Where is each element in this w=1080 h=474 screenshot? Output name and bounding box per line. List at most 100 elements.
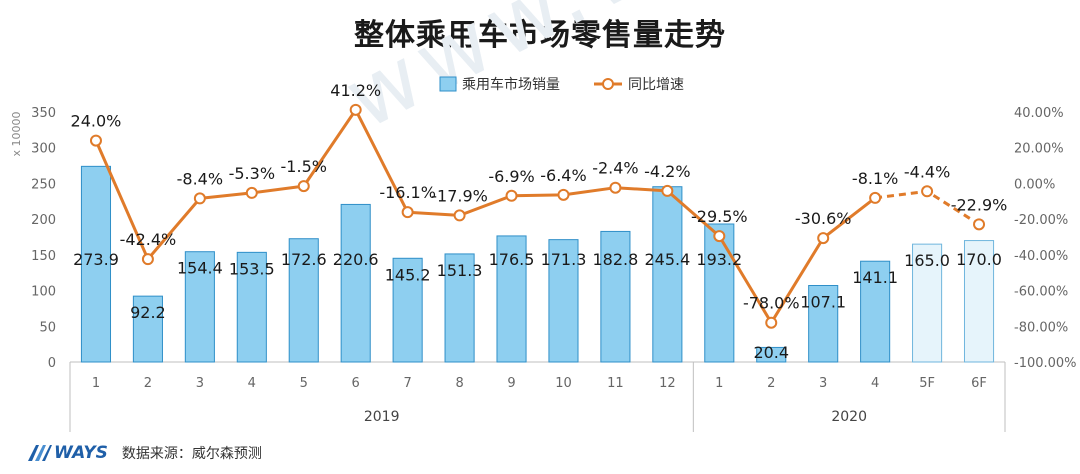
sales-data-label: 20.4 [753, 343, 789, 362]
ways-logo-icon [28, 445, 52, 461]
x-axis-tick-label: 4 [248, 376, 256, 391]
x-axis-tick-label: 5 [300, 376, 308, 391]
sales-data-label: 220.6 [333, 250, 379, 269]
sales-data-label: 273.9 [73, 250, 119, 269]
growth-data-label: -4.2% [644, 162, 690, 181]
growth-marker [609, 181, 622, 194]
x-axis-tick-label: 10 [555, 376, 572, 391]
sales-bar [808, 285, 839, 363]
x-axis-tick-label: 3 [819, 376, 827, 391]
data-source-text: 数据来源：威尔森预测 [121, 446, 262, 462]
growth-marker [557, 188, 570, 201]
sales-bar [756, 346, 787, 363]
sales-bar [236, 251, 267, 363]
sales-data-label: 92.2 [130, 303, 166, 322]
x-axis-tick-label: 6F [971, 376, 987, 391]
left-axis-tick-label: 200 [31, 213, 56, 228]
growth-marker [765, 316, 778, 329]
left-axis-tick-label: 250 [31, 177, 56, 192]
ways-logo: WAYS [26, 443, 108, 463]
sales-bar [444, 253, 475, 363]
growth-data-label: -6.9% [488, 167, 534, 186]
growth-marker [89, 134, 102, 147]
x-axis-tick-label: 6 [352, 376, 360, 391]
sales-bar [963, 240, 995, 363]
sales-bar [80, 165, 112, 363]
right-axis-tick-label: -40.00% [1014, 249, 1068, 264]
sales-data-label: 153.5 [229, 259, 275, 278]
right-axis-tick-label: -20.00% [1014, 213, 1068, 228]
sales-bar [548, 239, 579, 363]
chart-canvas: 0 50 100 150 200 250 300 350 x 10000 -100.00% -80.… [10, 76, 1077, 432]
growth-data-label: -16.1% [379, 183, 436, 202]
left-axis-unit-label: x 10000 [10, 111, 23, 156]
growth-data-label: -2.4% [592, 159, 638, 178]
x-axis-tick-label: 2 [767, 376, 775, 391]
growth-data-label: -22.9% [951, 195, 1008, 214]
growth-data-label: -29.5% [691, 207, 748, 226]
left-axis-tick-label: 50 [39, 320, 56, 335]
sales-bar [132, 295, 163, 363]
right-axis-tick-label: 0.00% [1014, 177, 1055, 192]
sales-bar [912, 243, 943, 363]
chart-title: 整体乘用车市场零售量走势 [354, 18, 726, 53]
source-footer: WAYS 数据来源：威尔森预测 [26, 440, 262, 466]
growth-marker [297, 180, 310, 193]
legend-line-marker [602, 78, 614, 90]
growth-marker [453, 209, 466, 222]
sales-bar [600, 230, 631, 363]
growth-marker [141, 253, 154, 266]
growth-marker [661, 184, 674, 197]
sales-bar [704, 223, 735, 363]
sales-data-label: 154.4 [177, 259, 223, 278]
left-axis-tick-label: 300 [31, 142, 56, 157]
sales-data-label: 176.5 [489, 250, 535, 269]
x-axis-tick-label: 1 [715, 376, 723, 391]
growth-marker [349, 103, 362, 116]
x-axis-tick-label: 11 [607, 376, 624, 391]
x-axis-year-label: 2020 [831, 409, 867, 425]
growth-data-label: -8.1% [852, 169, 898, 188]
growth-data-label: -6.4% [540, 166, 586, 185]
growth-marker [245, 186, 258, 199]
sales-bar [496, 235, 527, 363]
right-axis-tick-label: -60.00% [1014, 285, 1068, 300]
sales-data-label: 170.0 [956, 250, 1002, 269]
sales-data-label: 193.2 [696, 250, 742, 269]
growth-data-label: -17.9% [431, 186, 488, 205]
growth-marker [713, 230, 726, 243]
sales-bar [184, 251, 215, 363]
growth-data-label: -78.0% [743, 294, 800, 313]
x-axis-tick-label: 4 [871, 376, 879, 391]
x-axis-tick-label: 5F [919, 376, 935, 391]
sales-data-label: 165.0 [904, 251, 950, 270]
x-axis-tick-label: 2 [144, 376, 152, 391]
growth-marker [401, 206, 414, 219]
growth-marker [973, 218, 986, 231]
growth-data-label: -4.4% [904, 162, 950, 181]
x-axis-tick-label: 3 [196, 376, 204, 391]
sales-data-label: 151.3 [437, 261, 483, 280]
right-axis-tick-label: 40.00% [1014, 106, 1064, 121]
left-axis-tick-label: 150 [31, 249, 56, 264]
sales-bar [652, 186, 683, 363]
growth-data-label: -1.5% [281, 157, 327, 176]
growth-data-label: 24.0% [71, 112, 122, 131]
growth-data-label: -5.3% [229, 164, 275, 183]
growth-line [94, 108, 877, 325]
sales-data-label: 182.8 [593, 250, 639, 269]
x-axis-tick-label: 7 [403, 376, 411, 391]
growth-data-label: 41.2% [330, 81, 381, 100]
sales-data-label: 172.6 [281, 250, 327, 269]
left-axis-tick-label: 0 [48, 356, 56, 371]
sales-data-label: 171.3 [541, 250, 587, 269]
legend-line-label: 同比增速 [628, 77, 684, 93]
sales-data-label: 141.1 [852, 268, 898, 287]
sales-bar [288, 238, 319, 363]
left-axis-tick-label: 350 [31, 106, 56, 121]
growth-marker [505, 189, 518, 202]
sales-bar [860, 260, 891, 363]
sales-data-label: 245.4 [644, 250, 690, 269]
right-axis-tick-label: -100.00% [1014, 356, 1077, 371]
sales-bar [392, 257, 423, 363]
